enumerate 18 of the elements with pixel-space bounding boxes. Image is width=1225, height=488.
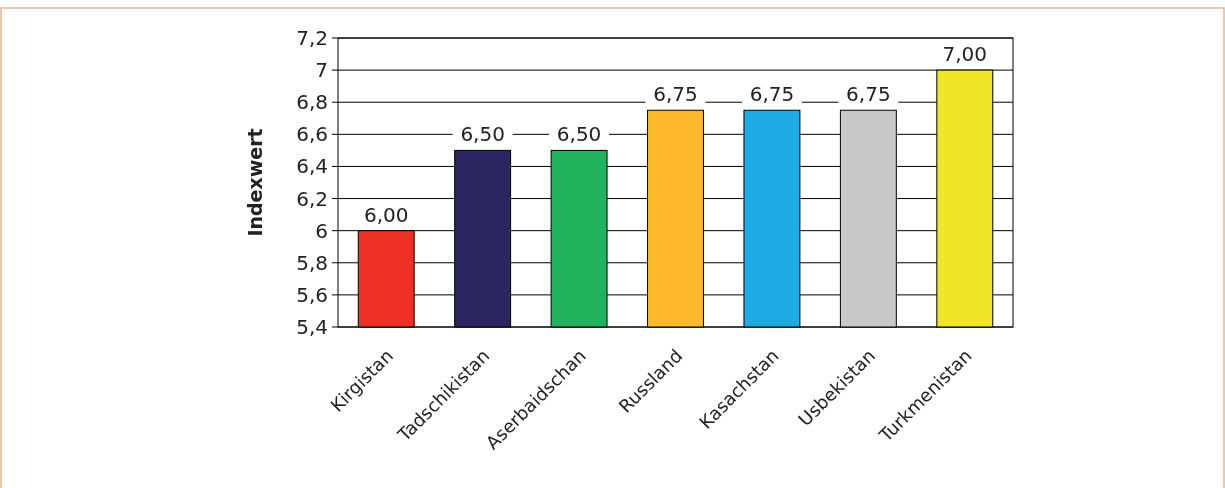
y-tick-label: 6,2 bbox=[296, 186, 328, 211]
data-label: 6,75 bbox=[846, 82, 891, 107]
data-label: 7,00 bbox=[942, 42, 988, 67]
y-tick-label: 6,8 bbox=[296, 90, 328, 115]
data-label: 6,00 bbox=[363, 202, 409, 227]
data-label: 6,75 bbox=[749, 82, 795, 107]
y-tick-label: 6,6 bbox=[296, 122, 328, 147]
data-label: 6,50 bbox=[460, 122, 505, 147]
y-tick-label: 5,8 bbox=[296, 250, 328, 275]
data-label: 6,50 bbox=[556, 122, 602, 147]
data-label: 6,75 bbox=[653, 82, 698, 107]
y-tick-label: 7,2 bbox=[296, 26, 328, 50]
y-tick-label: 5,6 bbox=[296, 282, 328, 307]
y-axis-title: Indexwert bbox=[244, 128, 266, 237]
y-tick-label: 5,4 bbox=[296, 315, 328, 339]
y-tick-label: 6 bbox=[315, 218, 328, 243]
y-tick-label: 6,4 bbox=[296, 154, 328, 179]
y-tick-label: 7 bbox=[315, 58, 328, 83]
